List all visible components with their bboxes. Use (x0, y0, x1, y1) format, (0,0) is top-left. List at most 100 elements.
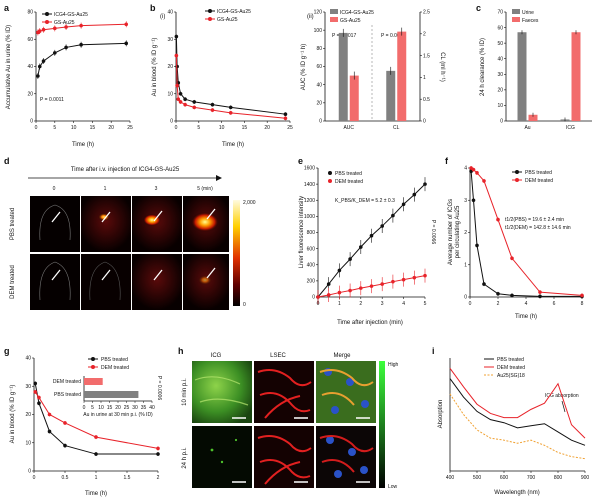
panel-g-inset-cat-0: DEM treated (53, 379, 81, 385)
panel-d: d Time after i.v. injection of ICG4-GS-A… (4, 156, 256, 310)
y-tick-label: 80 (27, 10, 33, 16)
x-tick-label: 2 (157, 475, 160, 481)
data-point (228, 105, 233, 110)
panel-h-row-0: 10 min p.i. (182, 378, 188, 406)
y-tick-label: 20 (25, 412, 31, 418)
y-tick-label: 2 (464, 230, 467, 236)
panel-h-col-2: Merge (333, 353, 351, 359)
y-tick-label: 1 (464, 262, 467, 268)
panel-d-row-1: DEM treated (10, 265, 16, 299)
series-line-0 (34, 383, 158, 455)
panel-d-time-1: 1 (104, 186, 107, 192)
panel-c-legend: Urine Faeces (512, 9, 539, 24)
data-point (580, 293, 584, 298)
data-point (94, 452, 98, 456)
panel-i-marks (449, 367, 586, 460)
y-tick-label: 30 (497, 72, 503, 78)
inset-x-tick-label: 20 (115, 405, 121, 411)
panel-a-legend: ICG4-GS-Au25 GS-Au25 (42, 12, 88, 26)
panel-bii-legend: ICG4-GS-Au25 GS-Au25 (330, 9, 374, 24)
data-point (178, 100, 183, 104)
data-point (156, 446, 160, 451)
y-tick-label: 10 (167, 91, 173, 97)
data-point (348, 288, 352, 293)
panel-bii-legend-0: ICG4-GS-Au25 (340, 10, 374, 16)
panel-e-legend-1: DEM treated (335, 179, 363, 185)
panel-bi-legend-0: ICG4-GS-Au25 (217, 9, 251, 15)
x-tick-label: 25 (287, 125, 293, 131)
y-tick-label: 0 (500, 119, 503, 125)
series-line-1 (449, 367, 586, 439)
x-category-label: Au (524, 125, 530, 131)
panel-g: g Au in blood (% ID g⁻¹) Time (h) 0 0.5 1 1… (4, 346, 162, 497)
bar (528, 114, 538, 121)
panel-h-image-merge-10min (316, 361, 376, 423)
bar (397, 31, 407, 121)
data-point (369, 284, 374, 288)
panel-e-ylabel: Liver fluorescence intensity (299, 196, 305, 268)
panel-d-colorbar (233, 200, 240, 306)
panel-d-colorbar-max: 2,000 (243, 200, 256, 206)
data-point (33, 390, 38, 394)
y-tick-label: 40 (27, 64, 33, 70)
data-point (475, 171, 479, 175)
panel-letter-f: f (445, 156, 449, 166)
data-point (423, 273, 427, 278)
panel-g-legend-1: DEM treated (101, 365, 129, 371)
data-point (510, 293, 514, 298)
inset-x-tick-label: 30 (132, 405, 138, 411)
x-category-label: ICG (566, 125, 575, 131)
y-tick-label: 1400 (304, 182, 315, 188)
panel-e-legend: PBS treated DEM treated (328, 171, 363, 185)
panel-a-marks (36, 21, 129, 80)
data-point (401, 202, 406, 207)
y-tick-label: 20 (27, 91, 33, 97)
legend-marker-black (515, 170, 519, 174)
panel-a-pvalue: P = 0.0011 (40, 97, 64, 103)
panel-letter-d: d (4, 156, 10, 166)
y2-tick-label: 1 (423, 75, 426, 81)
arrow-head-icon (216, 175, 222, 181)
x-tick-label: 20 (108, 125, 114, 131)
x-tick-label: 0 (469, 301, 472, 307)
inset-x-tick-label: 0 (83, 405, 86, 411)
panel-a-legend-1: GS-Au25 (54, 20, 75, 26)
white-arrow-icon (206, 208, 216, 220)
white-arrow-icon (51, 269, 61, 281)
legend-swatch-grey (330, 9, 338, 14)
data-point (471, 167, 476, 172)
y-tick-label: 40 (316, 82, 322, 88)
data-point (482, 179, 486, 183)
data-point (47, 412, 52, 417)
white-arrow-icon (153, 269, 163, 281)
panel-e-ratio: K_PBS/K_DEM = 5.2 ± 0.3 (335, 198, 395, 204)
x-category-label: AUC (343, 125, 354, 131)
panel-d-colorbar-min: 0 (243, 302, 246, 308)
x-tick-label: 600 (500, 475, 509, 481)
inset-bar (84, 391, 139, 398)
panel-g-inset-marks: 0 5 10 15 20 25 30 35 40 (83, 378, 155, 411)
bar (517, 32, 527, 121)
white-arrow-icon (206, 267, 216, 279)
panel-f-t2: t1/2(DEM) = 142.8 ± 14.6 min (505, 225, 571, 231)
y-tick-label: 600 (307, 246, 316, 252)
data-point (228, 111, 233, 115)
y-tick-label: 20 (316, 101, 322, 107)
panel-f-legend-0: PBS treated (525, 170, 552, 176)
inset-x-tick-label: 40 (149, 405, 155, 411)
y-tick-label: 100 (314, 28, 323, 34)
y-tick-label: 70 (497, 10, 503, 16)
panel-letter-b: b (150, 3, 156, 13)
panel-i-ylabel: Absorption (438, 400, 444, 429)
data-point (64, 45, 68, 50)
data-point (412, 192, 417, 197)
panel-letter-g: g (4, 346, 10, 356)
data-point (348, 257, 352, 261)
data-point (391, 279, 395, 284)
panel-h-image-merge-24h (316, 426, 376, 488)
panel-h-scale-high: High (388, 362, 399, 368)
data-point (496, 291, 500, 296)
data-point (283, 116, 288, 121)
y-tick-label: 400 (307, 262, 316, 268)
